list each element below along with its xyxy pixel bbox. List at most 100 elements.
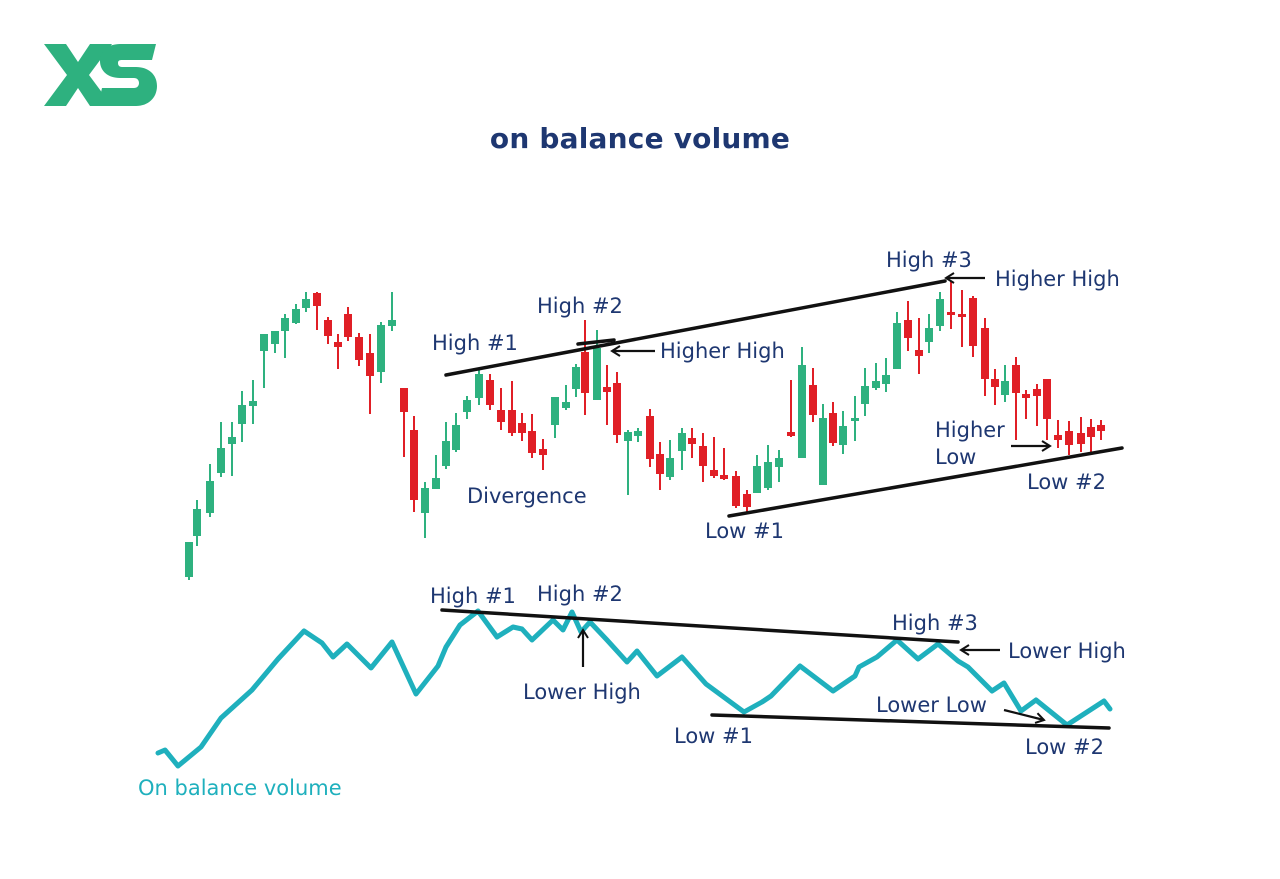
- bullish-candle: [562, 385, 570, 410]
- bearish-candle: [1065, 421, 1073, 455]
- bearish-candle: [366, 334, 374, 414]
- bearish-candle: [528, 414, 536, 458]
- price-trendlines: [444, 279, 1124, 518]
- obv-high-3-label: High #3: [892, 611, 978, 635]
- high-2-label: High #2: [537, 294, 623, 318]
- obv-low-2-label: Low #2: [1025, 735, 1104, 759]
- obv-high-2-label: High #2: [537, 582, 623, 606]
- bullish-candle: [302, 292, 310, 312]
- bullish-candle: [775, 450, 783, 482]
- bullish-candle: [798, 347, 806, 458]
- bearish-candle: [915, 318, 923, 374]
- bullish-candle: [206, 464, 214, 517]
- xs-logo: [44, 44, 157, 106]
- bearish-candle: [688, 428, 696, 458]
- bearish-candle: [1097, 420, 1105, 440]
- bullish-candle: [634, 428, 642, 442]
- bearish-candle: [743, 490, 751, 512]
- price-high2-tick-trendline: [576, 338, 616, 346]
- bullish-candle: [764, 445, 772, 490]
- low-2-label: Low #2: [1027, 470, 1106, 494]
- bearish-candle: [904, 301, 912, 351]
- bullish-candle: [861, 368, 869, 416]
- bullish-candle: [228, 422, 236, 476]
- logo-x-glyph: [44, 44, 112, 106]
- bullish-candle: [388, 292, 396, 331]
- bearish-candle: [518, 413, 526, 441]
- bearish-candle: [1022, 390, 1030, 419]
- obv-trendlines: [440, 608, 1111, 730]
- bullish-candle: [936, 292, 944, 331]
- bearish-candle: [699, 433, 707, 482]
- bearish-candle: [958, 290, 966, 347]
- bullish-candle: [271, 331, 279, 353]
- high-1-label: High #1: [432, 331, 518, 355]
- bearish-candle: [603, 365, 611, 425]
- bearish-candle: [400, 388, 408, 457]
- bearish-candle: [947, 281, 955, 329]
- bearish-candle: [355, 333, 363, 366]
- bullish-candle: [238, 391, 246, 442]
- bullish-candle: [893, 312, 901, 369]
- price-highs-trendline: [444, 279, 947, 377]
- bullish-candle: [217, 422, 225, 477]
- bullish-candle: [249, 380, 257, 424]
- obv-series-label-label: On balance volume: [138, 776, 342, 800]
- bullish-candle: [851, 396, 859, 441]
- bearish-candle: [710, 437, 718, 478]
- high-3-label: High #3: [886, 248, 972, 272]
- bearish-candle: [981, 318, 989, 396]
- price-lows-trendline: [727, 446, 1124, 518]
- obv-high-1-label: High #1: [430, 584, 516, 608]
- bullish-candle: [281, 314, 289, 358]
- page-title: on balance volume: [489, 122, 791, 155]
- obv-lows-trendline: [710, 713, 1111, 730]
- bullish-candle: [260, 334, 268, 388]
- annotation-labels: High #1 High #2 Higher High High #3 Higher H…: [138, 248, 1126, 800]
- bullish-candle: [463, 396, 471, 419]
- bullish-candle: [421, 482, 429, 538]
- bearish-candle: [539, 439, 547, 470]
- bearish-candle: [613, 372, 621, 443]
- bullish-candle: [819, 404, 827, 485]
- obv-lower-high-2-label: Lower High: [523, 680, 641, 704]
- bullish-candle: [1001, 365, 1009, 402]
- annotation-arrows: [577, 272, 1052, 724]
- bullish-candle: [193, 500, 201, 546]
- obv-series-line: [155, 608, 1113, 769]
- bearish-candle: [720, 448, 728, 480]
- bullish-candle: [839, 411, 847, 454]
- bearish-candle: [581, 320, 589, 415]
- bullish-candle: [551, 397, 559, 438]
- bullish-candle: [442, 422, 450, 469]
- bearish-candle: [646, 409, 654, 467]
- bearish-candle: [486, 374, 494, 410]
- bearish-candle: [334, 334, 342, 369]
- higher-high-3-label: Higher High: [995, 267, 1120, 291]
- bullish-candle: [666, 440, 674, 480]
- logo-s-glyph: [98, 44, 157, 106]
- obv-low-1-label: Low #1: [674, 724, 753, 748]
- bullish-candle: [572, 364, 580, 397]
- bearish-candle: [508, 381, 516, 436]
- bearish-candle: [344, 307, 352, 341]
- bullish-candle: [872, 363, 880, 390]
- higher-high-1-label: Higher High: [660, 339, 785, 363]
- bearish-candle: [1012, 357, 1020, 440]
- low-1-label: Low #1: [705, 519, 784, 543]
- bearish-candle: [410, 416, 418, 512]
- bullish-candle: [185, 542, 193, 580]
- bullish-candle: [292, 304, 300, 324]
- obv-line: [155, 608, 1113, 769]
- bearish-candle: [656, 442, 664, 490]
- obv-highs-trendline: [440, 608, 960, 644]
- bearish-candle: [1043, 379, 1051, 440]
- obv-lower-low-label: Lower Low: [876, 693, 987, 717]
- obv-lower-high-3-label: Lower High: [1008, 639, 1126, 663]
- bearish-candle: [1054, 420, 1062, 448]
- bullish-candle: [753, 455, 761, 493]
- bearish-candle: [829, 402, 837, 446]
- bearish-candle: [787, 380, 795, 437]
- bearish-candle: [969, 296, 977, 357]
- bearish-candle: [497, 388, 505, 430]
